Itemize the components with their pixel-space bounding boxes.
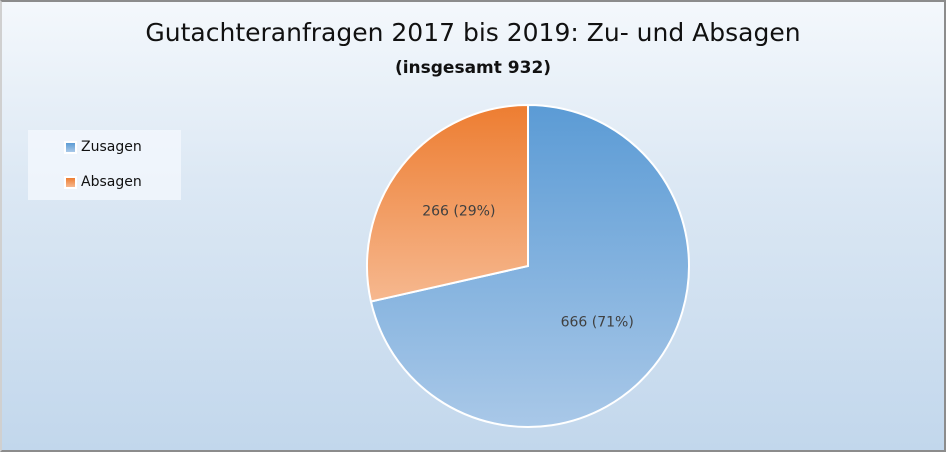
pie-slice-absagen xyxy=(366,103,529,303)
chart-subtitle: (insgesamt 932) xyxy=(394,58,552,78)
pie-slice-zusagen xyxy=(369,103,690,428)
legend-label: Zusagen xyxy=(81,139,142,155)
legend-item-absagen: Absagen xyxy=(64,174,142,190)
legend-swatch xyxy=(64,175,77,189)
chart-title: Gutachteranfragen 2017 bis 2019: Zu- und… xyxy=(145,18,801,47)
legend: Zusagen Absagen xyxy=(28,130,181,200)
data-label: 666 (71%) xyxy=(561,314,634,330)
data-label: 266 (29%) xyxy=(422,204,495,220)
legend-item-zusagen: Zusagen xyxy=(64,139,142,155)
legend-label: Absagen xyxy=(81,174,142,190)
legend-swatch xyxy=(64,140,77,154)
